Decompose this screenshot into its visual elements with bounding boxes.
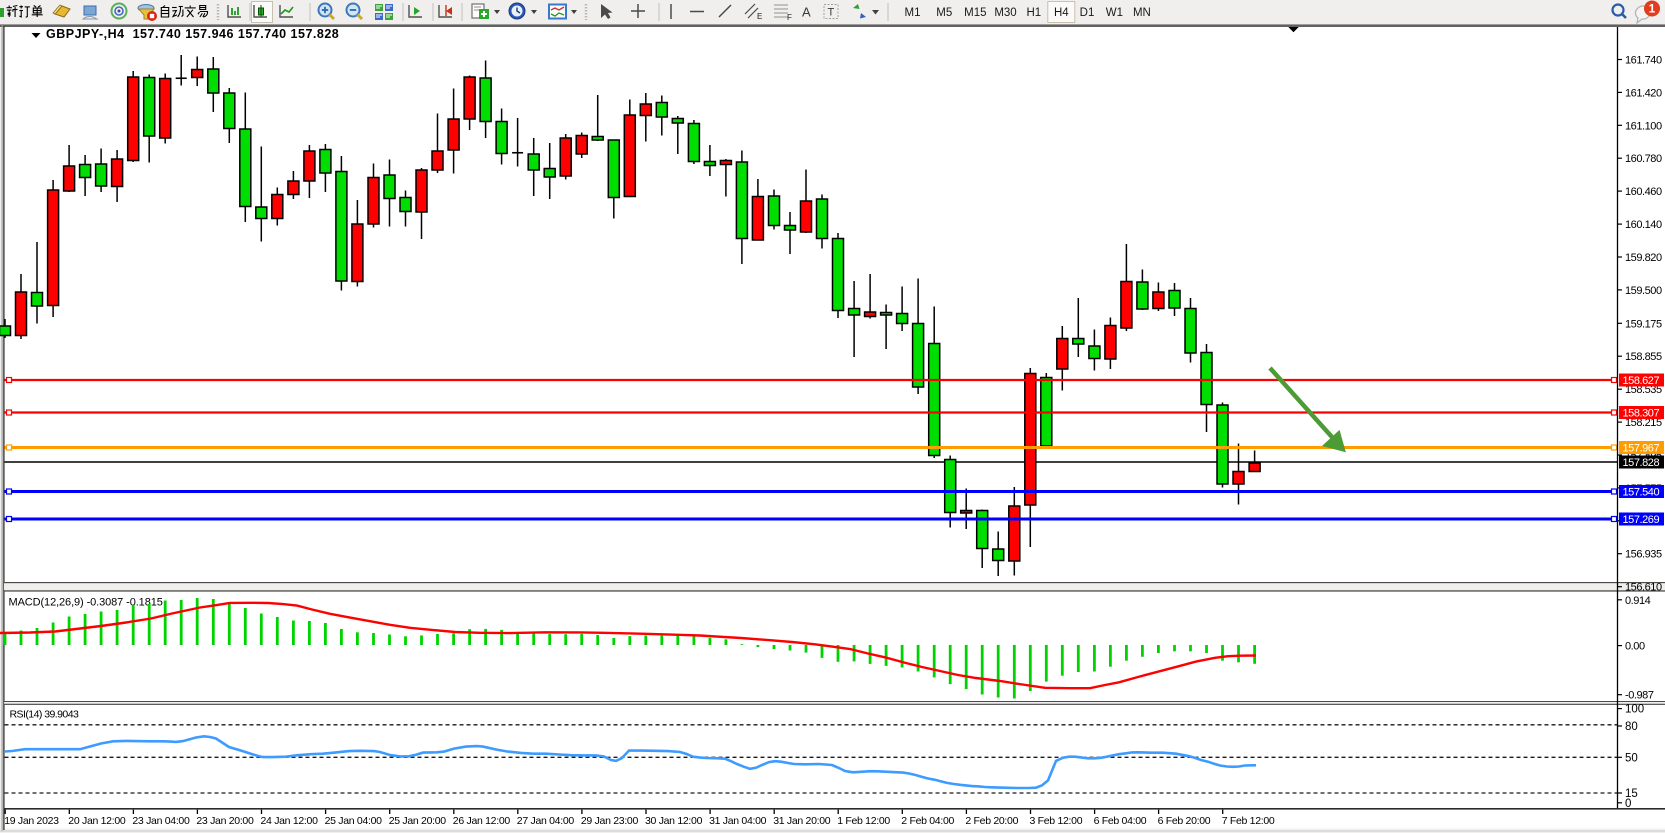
svg-text:158.307: 158.307 [1623, 408, 1660, 420]
svg-text:1: 1 [1649, 2, 1656, 16]
svg-text:50: 50 [1625, 752, 1638, 764]
svg-text:-0.987: -0.987 [1625, 690, 1654, 702]
svg-text:2 Feb 04:00: 2 Feb 04:00 [901, 815, 954, 827]
svg-text:A: A [802, 5, 811, 20]
svg-text:GBPJPY-,H4 157.740 157.946 15: GBPJPY-,H4 157.740 157.946 157.740 157.8… [46, 27, 339, 41]
svg-text:6 Feb 04:00: 6 Feb 04:00 [1094, 815, 1147, 827]
svg-text:M30: M30 [994, 7, 1016, 19]
svg-text:6 Feb 20:00: 6 Feb 20:00 [1158, 815, 1211, 827]
svg-text:2 Feb 20:00: 2 Feb 20:00 [965, 815, 1018, 827]
svg-text:160.780: 160.780 [1625, 153, 1662, 165]
svg-text:157.540: 157.540 [1623, 487, 1660, 499]
svg-text:19 Jan 2023: 19 Jan 2023 [4, 815, 59, 827]
svg-text:161.100: 161.100 [1625, 120, 1662, 132]
svg-text:H4: H4 [1054, 7, 1069, 19]
svg-text:23 Jan 04:00: 23 Jan 04:00 [132, 815, 190, 827]
svg-text:H1: H1 [1026, 7, 1041, 19]
svg-text:25 Jan 20:00: 25 Jan 20:00 [389, 815, 447, 827]
svg-text:M1: M1 [905, 7, 921, 19]
svg-text:MACD(12,26,9) -0.3087 -0.1815: MACD(12,26,9) -0.3087 -0.1815 [9, 597, 163, 609]
svg-text:158.215: 158.215 [1625, 417, 1662, 429]
svg-text:24 Jan 12:00: 24 Jan 12:00 [261, 815, 319, 827]
svg-text:D1: D1 [1080, 7, 1095, 19]
svg-text:80: 80 [1625, 721, 1638, 733]
svg-text:156.935: 156.935 [1625, 549, 1662, 561]
svg-text:23 Jan 20:00: 23 Jan 20:00 [196, 815, 254, 827]
svg-text:159.500: 159.500 [1625, 285, 1662, 297]
svg-text:159.820: 159.820 [1625, 252, 1662, 264]
svg-text:156.610: 156.610 [1625, 582, 1662, 594]
svg-text:158.535: 158.535 [1625, 384, 1662, 396]
svg-text:M15: M15 [964, 7, 986, 19]
svg-text:0.00: 0.00 [1625, 641, 1645, 653]
svg-text:25 Jan 04:00: 25 Jan 04:00 [325, 815, 383, 827]
svg-text:31 Jan 20:00: 31 Jan 20:00 [773, 815, 831, 827]
svg-text:0: 0 [1625, 798, 1631, 810]
svg-text:1 Feb 12:00: 1 Feb 12:00 [837, 815, 890, 827]
svg-text:158.627: 158.627 [1623, 375, 1660, 387]
svg-text:27 Jan 04:00: 27 Jan 04:00 [517, 815, 575, 827]
svg-text:M5: M5 [936, 7, 952, 19]
svg-text:158.855: 158.855 [1625, 351, 1662, 363]
svg-text:F: F [787, 13, 792, 22]
svg-text:26 Jan 12:00: 26 Jan 12:00 [453, 815, 511, 827]
svg-text:0.914: 0.914 [1625, 595, 1651, 607]
svg-text:7 Feb 12:00: 7 Feb 12:00 [1222, 815, 1275, 827]
svg-text:157.828: 157.828 [1623, 457, 1660, 469]
svg-text:161.420: 161.420 [1625, 87, 1662, 99]
svg-text:159.175: 159.175 [1625, 318, 1662, 330]
svg-text:MN: MN [1133, 7, 1151, 19]
svg-text:20 Jan 12:00: 20 Jan 12:00 [68, 815, 126, 827]
svg-text:W1: W1 [1106, 7, 1123, 19]
svg-text:157.269: 157.269 [1623, 514, 1660, 526]
svg-text:31 Jan 04:00: 31 Jan 04:00 [709, 815, 767, 827]
svg-text:160.460: 160.460 [1625, 186, 1662, 198]
svg-text:RSI(14) 39.9043: RSI(14) 39.9043 [10, 708, 80, 720]
svg-text:160.140: 160.140 [1625, 219, 1662, 231]
svg-text:30 Jan 12:00: 30 Jan 12:00 [645, 815, 703, 827]
svg-text:3 Feb 12:00: 3 Feb 12:00 [1030, 815, 1083, 827]
svg-text:29 Jan 23:00: 29 Jan 23:00 [581, 815, 639, 827]
svg-text:157.967: 157.967 [1623, 443, 1660, 455]
svg-text:E: E [757, 12, 762, 21]
svg-text:15: 15 [1625, 788, 1638, 800]
svg-text:100: 100 [1625, 704, 1644, 716]
svg-text:T: T [828, 7, 835, 19]
svg-text:161.740: 161.740 [1625, 55, 1662, 67]
